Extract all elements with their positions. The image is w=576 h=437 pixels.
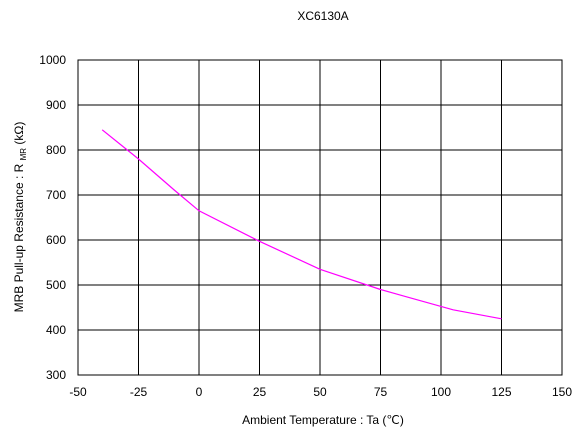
x-tick-labels: -50 -25 0 25 50 75 100 125 150 bbox=[69, 385, 572, 399]
y-tick-label: 1000 bbox=[39, 53, 66, 67]
x-tick-label: 25 bbox=[253, 385, 267, 399]
plot-area bbox=[77, 59, 563, 376]
chart-title: XC6130A bbox=[297, 9, 348, 23]
y-tick-label: 600 bbox=[46, 233, 66, 247]
x-tick-label: 50 bbox=[313, 385, 327, 399]
y-tick-label: 500 bbox=[46, 278, 66, 292]
y-tick-label: 800 bbox=[46, 143, 66, 157]
y-tick-label: 300 bbox=[46, 368, 66, 382]
x-tick-label: 0 bbox=[196, 385, 203, 399]
x-tick-label: 100 bbox=[431, 385, 451, 399]
y-tick-label: 400 bbox=[46, 323, 66, 337]
series-line bbox=[101, 129, 502, 320]
y-tick-label: 900 bbox=[46, 98, 66, 112]
y-axis-label-main: MRB Pull-up Resistance : R bbox=[12, 163, 26, 312]
y-axis-label: MRB Pull-up Resistance : R MR (kΩ) bbox=[12, 122, 29, 313]
gridlines bbox=[77, 59, 563, 376]
y-axis-label-unit: (kΩ) bbox=[12, 122, 26, 145]
x-tick-label: -25 bbox=[130, 385, 148, 399]
y-axis-label-subscript: MR bbox=[19, 148, 28, 161]
x-tick-label: -50 bbox=[69, 385, 87, 399]
x-tick-label: 150 bbox=[552, 385, 572, 399]
series-group bbox=[101, 129, 502, 320]
x-tick-label: 125 bbox=[491, 385, 511, 399]
x-tick-label: 75 bbox=[374, 385, 388, 399]
x-axis-label: Ambient Temperature : Ta (℃) bbox=[242, 413, 404, 427]
y-tick-labels: 300 400 500 600 700 800 900 1000 bbox=[39, 53, 66, 382]
y-tick-label: 700 bbox=[46, 188, 66, 202]
